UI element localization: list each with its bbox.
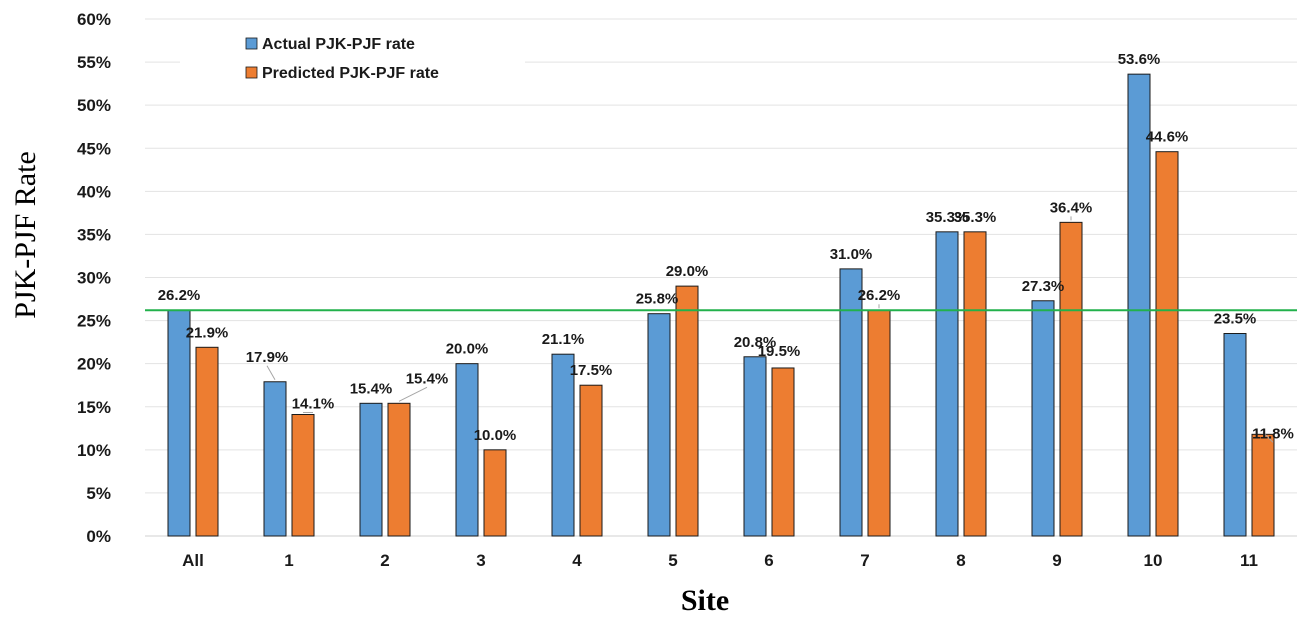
- bar-actual: [167, 309, 191, 537]
- y-axis-title: PJK-PJF Rate: [9, 151, 42, 319]
- x-tick-label: 2: [380, 551, 389, 570]
- bar-actual: [359, 402, 383, 537]
- y-tick-label: 15%: [77, 398, 111, 417]
- x-tick-label: 1: [284, 551, 293, 570]
- x-axis-title: Site: [681, 584, 729, 617]
- bar-predicted: [291, 414, 315, 537]
- data-label: 21.1%: [542, 331, 585, 348]
- data-label: 27.3%: [1022, 278, 1065, 295]
- x-tick-label: 4: [572, 551, 582, 570]
- y-axis-ticks: 0% 5% 10% 15% 20% 25% 30% 35% 40% 45% 50% 55% 60%: [77, 10, 111, 546]
- y-tick-label: 0%: [86, 527, 111, 546]
- bar-actual: [1127, 73, 1151, 537]
- data-label: 15.4%: [350, 380, 393, 397]
- bar-actual: [263, 381, 287, 537]
- bar-predicted: [1059, 221, 1083, 537]
- data-label: 19.5%: [758, 343, 801, 360]
- data-label: 20.8%: [734, 334, 777, 351]
- bar-predicted: [675, 285, 699, 537]
- data-label: 53.6%: [1118, 51, 1161, 68]
- legend-label-predicted: Predicted PJK-PJF rate: [262, 65, 439, 82]
- bar-actual: [743, 356, 767, 537]
- data-label: 17.9%: [246, 349, 289, 366]
- legend-swatch-actual: [245, 37, 258, 50]
- data-label: 10.0%: [474, 427, 517, 444]
- data-label: 14.1%: [292, 396, 335, 413]
- x-axis-ticks: All 1 2 3 4 5 6 7 8 9 10 11: [182, 551, 1258, 570]
- data-label: 35.3%: [926, 209, 969, 226]
- bar-predicted: [483, 449, 507, 537]
- leader-line: [266, 365, 276, 381]
- y-tick-label: 55%: [77, 53, 111, 72]
- bar-predicted: [1251, 433, 1275, 537]
- gridlines: [145, 18, 1297, 494]
- legend-swatch-predicted: [245, 66, 258, 79]
- data-label: 25.8%: [636, 291, 679, 308]
- y-tick-label: 25%: [77, 312, 111, 331]
- legend-label-actual: Actual PJK-PJF rate: [262, 36, 415, 53]
- legend-background: [180, 28, 525, 90]
- x-tick-label: 5: [668, 551, 677, 570]
- data-label: 36.4%: [1050, 199, 1093, 216]
- bar-actual: [1223, 333, 1247, 537]
- bar-actual: [935, 231, 959, 537]
- bar-predicted: [867, 309, 891, 537]
- x-tick-label: 6: [764, 551, 773, 570]
- bar-predicted: [579, 384, 603, 537]
- bar-actual: [647, 313, 671, 537]
- y-tick-label: 20%: [77, 355, 111, 374]
- x-tick-label: 3: [476, 551, 485, 570]
- leader-line: [1262, 431, 1274, 443]
- y-tick-label: 40%: [77, 182, 111, 201]
- y-tick-label: 35%: [77, 225, 111, 244]
- bars: [167, 73, 1275, 537]
- data-label: 31.0%: [830, 246, 873, 263]
- legend: Actual PJK-PJF rate Predicted PJK-PJF ra…: [180, 28, 525, 90]
- y-tick-label: 45%: [77, 139, 111, 158]
- data-label: 44.6%: [1146, 129, 1189, 146]
- x-tick-label: 11: [1240, 551, 1258, 570]
- bar-actual: [455, 363, 479, 537]
- data-label: 23.5%: [1214, 311, 1257, 328]
- data-label: 21.9%: [186, 324, 229, 341]
- data-label: 11.8%: [1252, 425, 1294, 442]
- data-label: 15.4%: [406, 370, 449, 387]
- label-leader-lines: [266, 216, 1274, 443]
- bar-predicted: [1155, 151, 1179, 537]
- data-labels: 26.2% 21.9% 17.9% 14.1% 15.4% 15.4% 20.0% 10.0%…: [158, 51, 1294, 444]
- bar-actual: [839, 268, 863, 537]
- bar-predicted: [771, 367, 795, 537]
- x-tick-label: 9: [1052, 551, 1061, 570]
- data-label: 17.5%: [570, 362, 613, 379]
- bar-actual: [551, 353, 575, 537]
- y-tick-label: 60%: [77, 10, 111, 29]
- data-label: 26.2%: [858, 287, 901, 304]
- bar-predicted: [387, 402, 411, 537]
- y-tick-label: 10%: [77, 441, 111, 460]
- y-tick-label: 50%: [77, 96, 111, 115]
- x-tick-label: 7: [860, 551, 869, 570]
- leader-line: [398, 386, 428, 402]
- bar-actual: [1031, 300, 1055, 537]
- x-tick-label: All: [182, 551, 204, 570]
- y-tick-label: 5%: [86, 484, 111, 503]
- x-tick-label: 8: [956, 551, 965, 570]
- data-label: 20.0%: [446, 341, 489, 358]
- y-tick-label: 30%: [77, 269, 111, 288]
- data-label: 29.0%: [666, 263, 709, 280]
- data-label: 26.2%: [158, 287, 201, 304]
- data-label: 35.3%: [954, 209, 997, 226]
- x-tick-label: 10: [1144, 551, 1163, 570]
- bar-predicted: [963, 231, 987, 537]
- bar-predicted: [195, 346, 219, 537]
